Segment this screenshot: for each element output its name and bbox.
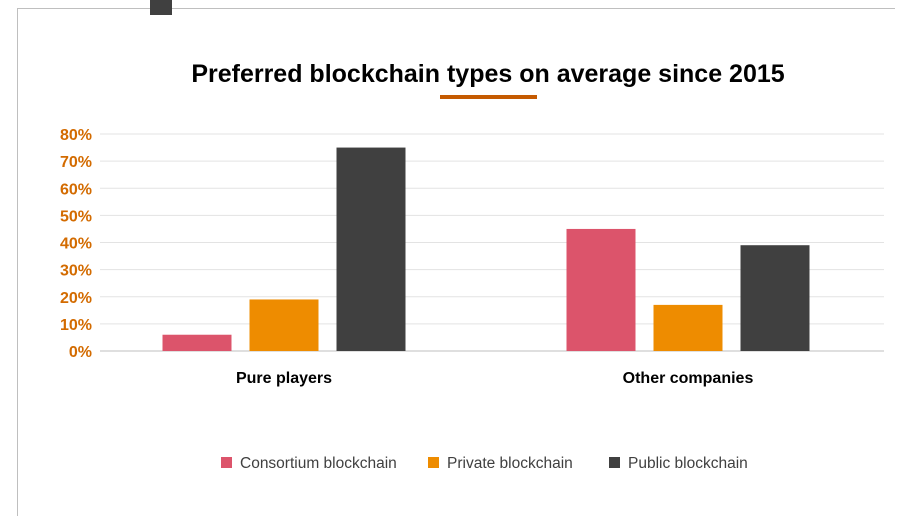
- legend-swatch: [609, 457, 620, 468]
- y-tick-label: 10%: [60, 317, 92, 334]
- bar-consortium-blockchain-other-companies: [566, 228, 636, 351]
- bar-public-blockchain-pure-players: [336, 147, 406, 351]
- y-tick-label: 20%: [60, 290, 92, 307]
- y-tick-label: 50%: [60, 208, 92, 225]
- x-tick-label: Pure players: [236, 370, 332, 387]
- y-axis-ticks: 0% 10% 20% 30% 40% 50% 60% 70% 80%: [60, 127, 92, 361]
- bar-public-blockchain-other-companies: [740, 245, 810, 351]
- legend: Consortium blockchain Private blockchain P…: [221, 455, 748, 472]
- y-tick-label: 40%: [60, 236, 92, 253]
- title-underline: [440, 95, 537, 99]
- legend-swatch: [221, 457, 232, 468]
- bars: [162, 147, 810, 351]
- y-tick-label: 0%: [69, 344, 92, 361]
- bar-consortium-blockchain-pure-players: [162, 334, 232, 351]
- x-axis-ticks: Pure players Other companies: [236, 370, 753, 387]
- chart-frame: [17, 8, 895, 516]
- y-tick-label: 60%: [60, 181, 92, 198]
- y-tick-label: 70%: [60, 154, 92, 171]
- x-tick-label: Other companies: [623, 370, 754, 387]
- legend-swatch: [428, 457, 439, 468]
- bar-private-blockchain-pure-players: [249, 299, 319, 351]
- legend-label: Public blockchain: [628, 455, 748, 472]
- y-tick-label: 80%: [60, 127, 92, 144]
- bar-private-blockchain-other-companies: [653, 304, 723, 351]
- legend-label: Private blockchain: [447, 455, 573, 472]
- legend-label: Consortium blockchain: [240, 455, 397, 472]
- corner-tab: [150, 0, 172, 15]
- y-tick-label: 30%: [60, 263, 92, 280]
- chart-title: Preferred blockchain types on average si…: [191, 60, 784, 88]
